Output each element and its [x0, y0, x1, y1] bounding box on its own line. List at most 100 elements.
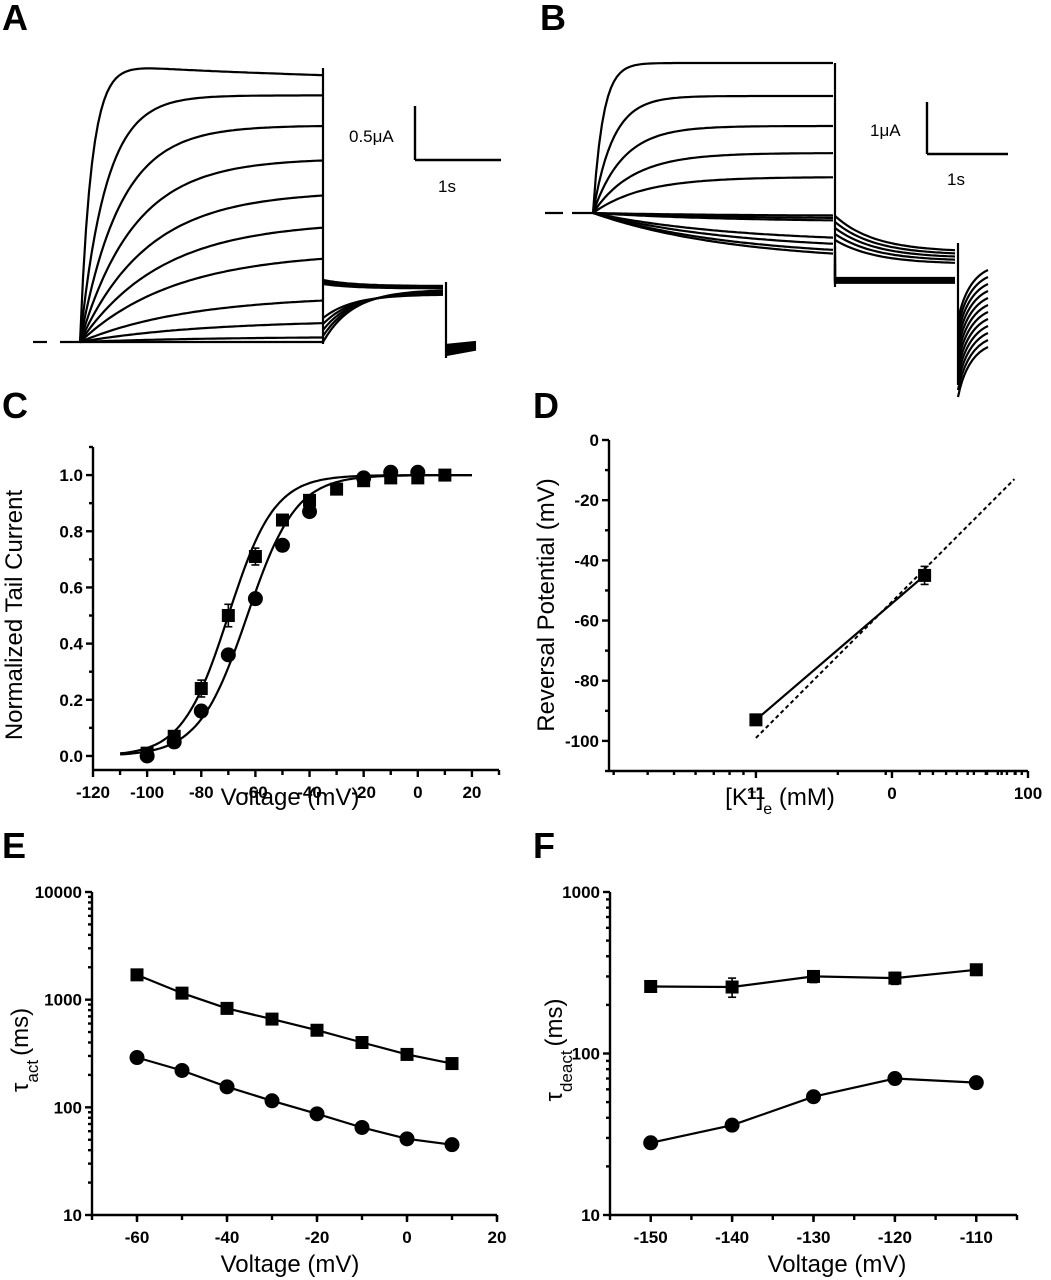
current-trace-a	[79, 226, 324, 343]
deactivation-trace-a	[445, 346, 477, 355]
tail-trace-b	[833, 264, 955, 283]
current-trace-b	[592, 152, 834, 214]
panel-d-xlabel-k: [K	[725, 784, 748, 811]
deactivation-trace-b	[956, 289, 989, 342]
series-line-circles	[650, 1077, 977, 1144]
panel-d-xlabel-e: e	[763, 801, 772, 818]
panel-label-e: E	[2, 825, 26, 866]
current-trace-b	[592, 176, 833, 214]
data-point-circle	[129, 1050, 145, 1066]
data-point-circle	[968, 1075, 984, 1091]
data-point-square	[303, 493, 317, 507]
data-point-circle	[356, 470, 372, 486]
data-point-square	[221, 609, 235, 623]
data-point-circle	[383, 464, 399, 480]
data-point-square	[175, 986, 189, 1000]
data-point-square	[310, 1023, 324, 1037]
y-tick-label: -40	[574, 551, 599, 570]
current-trace-a	[78, 94, 323, 343]
panel-label-a: A	[2, 0, 28, 38]
panel-a-traces: 0.5μA 1s	[33, 67, 501, 358]
data-point-circle	[219, 1079, 235, 1095]
data-point-circle	[410, 464, 426, 480]
panel-label-c: C	[2, 385, 28, 426]
panel-f-ylabel-unit: (ms)	[541, 998, 568, 1046]
panel-d-xlabel-plus: +	[748, 784, 757, 801]
measured-line	[755, 574, 926, 721]
data-point-circle	[806, 1089, 821, 1105]
data-point-circle	[174, 1062, 190, 1078]
data-point-circle	[302, 504, 318, 520]
tail-trace-b	[834, 215, 956, 252]
deactivation-trace-a	[445, 342, 477, 349]
panel-e-xlabel: Voltage (mV)	[221, 1251, 360, 1278]
data-point-square	[918, 568, 932, 582]
y-tick-label: 1.0	[59, 466, 83, 485]
deactivation-trace-b	[956, 317, 989, 370]
deactivation-trace-b	[956, 268, 989, 321]
deactivation-trace-a	[445, 343, 477, 351]
current-trace-b	[592, 211, 834, 255]
y-tick-label: -100	[565, 732, 599, 751]
current-trace-a	[79, 322, 323, 344]
x-tick-label: 20	[462, 783, 481, 802]
panel-label-d: D	[533, 385, 559, 426]
panel-e-ylabel-unit: (ms)	[7, 1008, 34, 1056]
panel-d-xlabel-unit: (mM)	[772, 784, 835, 811]
deactivation-trace-a	[445, 340, 477, 347]
panel-d-xlabel-bracket: ]	[757, 784, 764, 811]
x-tick-label: 0	[413, 783, 422, 802]
current-trace-b	[592, 211, 834, 245]
current-trace-b	[592, 211, 834, 222]
current-trace-a	[79, 336, 323, 344]
data-point-circle	[399, 1131, 415, 1147]
x-tick-label: -100	[130, 783, 164, 802]
current-trace-a	[79, 257, 324, 343]
y-tick-label: 10	[581, 1206, 600, 1225]
data-point-square	[969, 963, 983, 977]
x-tick-label: 20	[488, 1228, 507, 1247]
data-point-square	[400, 1047, 414, 1061]
deactivation-trace-b	[956, 345, 989, 398]
panel-f-xlabel: Voltage (mV)	[768, 1251, 907, 1278]
deactivation-trace-a	[445, 345, 477, 353]
data-point-circle	[309, 1106, 325, 1122]
scale-label-b-current: 1μA	[870, 121, 901, 140]
tail-trace-a	[322, 282, 443, 290]
y-tick-label: 1000	[562, 883, 600, 902]
panel-d-xlabel: [K+]e (mM)	[725, 784, 835, 818]
x-tick-label: 0	[887, 784, 896, 803]
panel-d-ylabel: Reversal Potential (mV)	[533, 478, 560, 731]
panel-e-ylabel-tau: τ	[7, 1082, 34, 1092]
x-tick-label: -20	[351, 783, 376, 802]
series-line-squares	[136, 973, 453, 1065]
x-tick-label: 0	[402, 1228, 411, 1247]
data-point-square	[438, 468, 452, 482]
y-tick-label: 0.8	[59, 522, 83, 541]
panel-e-chart: 10 100 1000 10000 -60 -40 -20 0 20	[35, 883, 507, 1247]
current-trace-a	[78, 67, 324, 343]
data-point-circle	[887, 1071, 903, 1087]
deactivation-trace-a	[445, 348, 477, 357]
deactivation-trace-b	[956, 282, 989, 335]
tail-trace-b	[833, 246, 955, 280]
current-trace-a	[79, 194, 324, 343]
data-point-circle	[220, 647, 236, 663]
x-tick-label: -60	[243, 783, 268, 802]
panel-e-ylabel-sub: act	[23, 1060, 42, 1083]
data-point-square	[265, 1012, 279, 1026]
series-line-circles	[136, 1056, 453, 1146]
y-tick-label: 0	[590, 431, 599, 450]
fit-curve-squares	[119, 474, 472, 755]
data-point-circle	[166, 734, 182, 750]
panel-d-chart: 0 -20 -40 -60 -80 -100 11 0 100	[565, 431, 1042, 803]
deactivation-trace-b	[956, 331, 989, 384]
x-tick-label: -80	[189, 783, 214, 802]
scale-label-b-time: 1s	[947, 170, 965, 189]
x-tick-label: -60	[125, 1228, 150, 1247]
tail-trace-b	[834, 233, 956, 261]
data-point-square	[330, 482, 344, 496]
panel-c-chart: -120 -100 -80 -60 -40 -20 0 20 0.0 0.2 0.4 0.6 0.8 1.…	[59, 445, 501, 802]
data-point-square	[248, 550, 262, 564]
